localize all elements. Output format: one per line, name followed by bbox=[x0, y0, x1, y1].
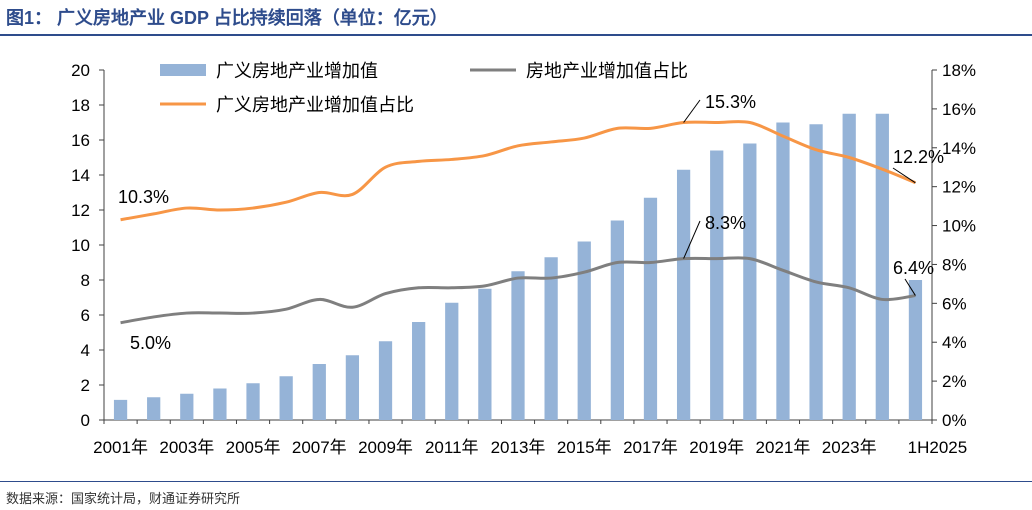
data-label: 15.3% bbox=[705, 92, 756, 112]
bar bbox=[908, 280, 923, 420]
bar bbox=[643, 197, 658, 420]
data-label: 6.4% bbox=[893, 258, 934, 278]
bar bbox=[875, 113, 889, 420]
x-tick-label: 2015年 bbox=[557, 438, 612, 457]
y-tick-label-left: 18 bbox=[71, 96, 90, 115]
y-tick-label-left: 12 bbox=[71, 201, 90, 220]
data-label: 12.2% bbox=[893, 147, 944, 167]
y-tick-label-left: 10 bbox=[71, 236, 90, 255]
data-label: 5.0% bbox=[130, 333, 171, 353]
y-tick-label-right: 16% bbox=[942, 100, 976, 119]
legend-label: 广义房地产业增加值占比 bbox=[216, 95, 414, 115]
bar bbox=[478, 288, 492, 420]
y-tick-label-left: 14 bbox=[71, 166, 90, 185]
chart: 024681012141618200%2%4%6%8%10%12%14%16%1… bbox=[71, 61, 976, 457]
y-tick-label-left: 6 bbox=[81, 306, 90, 325]
y-tick-label-right: 2% bbox=[942, 372, 967, 391]
series-line-broad-share bbox=[120, 120, 917, 222]
bar bbox=[743, 143, 757, 420]
bar bbox=[412, 322, 426, 420]
bar bbox=[180, 393, 194, 420]
y-tick-label-left: 4 bbox=[81, 341, 90, 360]
bar bbox=[710, 150, 724, 420]
y-tick-label-left: 16 bbox=[71, 131, 90, 150]
x-tick-label: 2001年 bbox=[93, 438, 148, 457]
bar bbox=[577, 241, 591, 420]
x-tick-label: 2023年 bbox=[822, 438, 877, 457]
legend-swatch-bar bbox=[160, 64, 206, 76]
bar bbox=[246, 383, 260, 420]
bar bbox=[345, 355, 360, 420]
data-label: 8.3% bbox=[705, 213, 746, 233]
x-tick-label: 1H2025 bbox=[908, 438, 968, 457]
bar bbox=[676, 169, 691, 420]
source-note: 数据来源：国家统计局，财通证券研究所 bbox=[6, 491, 241, 506]
title-rule bbox=[0, 34, 1032, 36]
legend-label: 房地产业增加值占比 bbox=[526, 61, 688, 81]
x-tick-label: 2021年 bbox=[756, 438, 811, 457]
footer-rule bbox=[0, 481, 1032, 482]
bar bbox=[312, 364, 326, 420]
data-label: 10.3% bbox=[118, 187, 169, 207]
annotation-leader bbox=[683, 220, 701, 259]
y-tick-label-right: 4% bbox=[942, 333, 967, 352]
bar-layer bbox=[113, 113, 923, 420]
y-tick-label-left: 2 bbox=[81, 376, 90, 395]
annotation-leader bbox=[892, 167, 916, 184]
annotation-leader bbox=[904, 278, 916, 296]
axis-layer: 024681012141618200%2%4%6%8%10%12%14%16%1… bbox=[71, 61, 976, 457]
y-tick-label-right: 10% bbox=[942, 217, 976, 236]
bar bbox=[213, 388, 227, 420]
bar bbox=[610, 220, 624, 420]
y-tick-label-right: 14% bbox=[942, 139, 976, 158]
x-tick-label: 2019年 bbox=[689, 438, 744, 457]
bar bbox=[378, 341, 393, 420]
y-tick-label-left: 0 bbox=[81, 411, 90, 430]
x-tick-label: 2011年 bbox=[425, 438, 479, 457]
x-tick-label: 2017年 bbox=[623, 438, 678, 457]
annotation-leader bbox=[683, 99, 701, 123]
bar bbox=[544, 257, 558, 420]
y-tick-label-right: 18% bbox=[942, 61, 976, 80]
legend-label: 广义房地产业增加值 bbox=[216, 61, 378, 81]
series-line-narrow-share bbox=[120, 256, 916, 325]
y-tick-label-right: 12% bbox=[942, 178, 976, 197]
y-tick-label-left: 20 bbox=[71, 61, 90, 80]
bar bbox=[445, 302, 459, 420]
bar bbox=[511, 271, 525, 420]
line-layer bbox=[120, 120, 917, 325]
x-tick-label: 2013年 bbox=[491, 438, 546, 457]
y-tick-label-left: 8 bbox=[81, 271, 90, 290]
bar bbox=[147, 397, 161, 420]
x-tick-label: 2007年 bbox=[292, 438, 347, 457]
bar bbox=[113, 399, 128, 420]
y-tick-label-right: 0% bbox=[942, 411, 967, 430]
bar bbox=[842, 113, 856, 420]
y-tick-label-right: 6% bbox=[942, 294, 967, 313]
y-tick-label-right: 8% bbox=[942, 255, 967, 274]
label-layer: 10.3% 5.0% 15.3% 8.3% 12.2% 6.4% bbox=[118, 92, 944, 353]
figure-title: 图1： 广义房地产业 GDP 占比持续回落（单位：亿元） bbox=[6, 8, 448, 28]
x-tick-label: 2005年 bbox=[226, 438, 281, 457]
bar bbox=[279, 376, 293, 420]
bar bbox=[809, 124, 823, 420]
x-tick-label: 2009年 bbox=[358, 438, 413, 457]
x-tick-label: 2003年 bbox=[159, 438, 214, 457]
